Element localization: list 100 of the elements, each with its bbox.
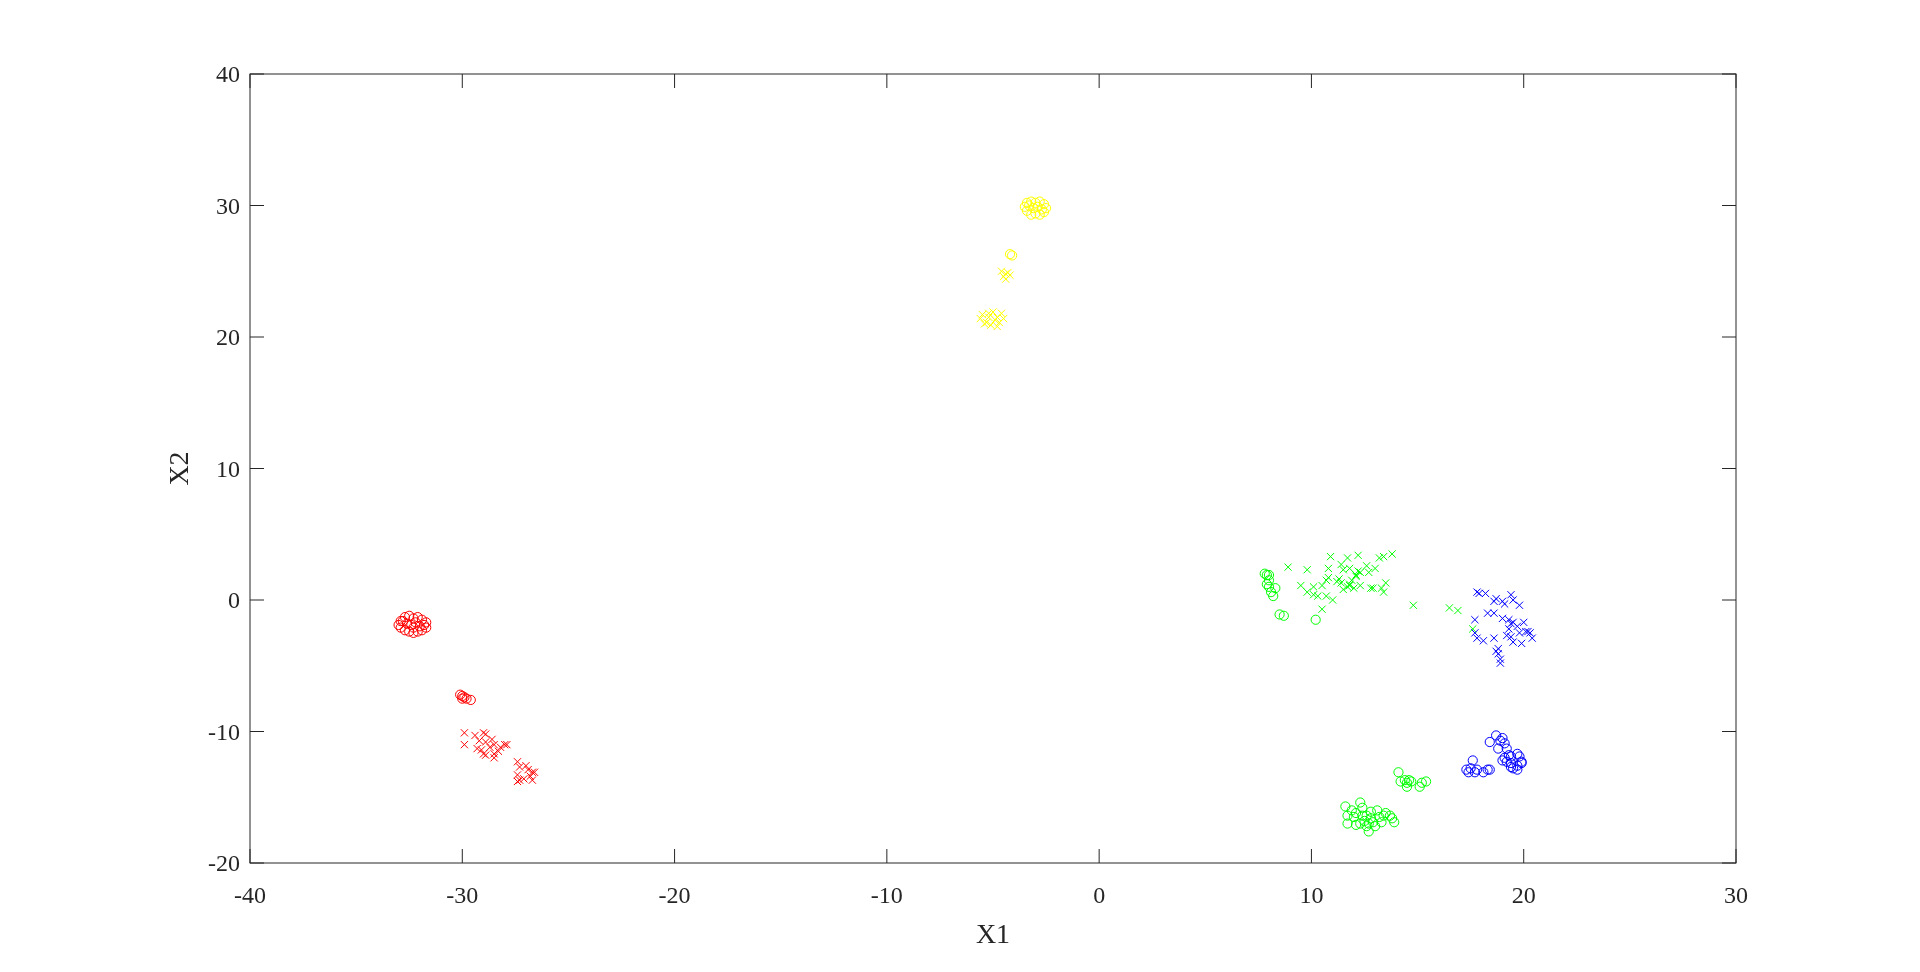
point [1357,810,1368,821]
point [1332,577,1341,586]
point [494,747,503,756]
y-tick-label: -10 [208,718,240,745]
point [1470,628,1479,637]
point [1370,821,1381,832]
point [1278,610,1289,621]
point [1389,817,1400,828]
point [460,728,469,737]
point [399,612,411,623]
point [1506,590,1516,599]
point [1348,811,1359,823]
point [410,617,421,628]
point [1505,757,1517,769]
point [404,626,415,637]
point [1340,801,1351,812]
point [1409,601,1418,610]
y-tick-label: 10 [216,455,240,482]
point [1347,576,1356,585]
point [1328,595,1337,605]
point [1343,553,1352,563]
point [1367,817,1379,828]
point [1030,208,1041,219]
point [1324,573,1333,582]
point [1337,560,1346,569]
point [1359,815,1370,827]
point [1265,587,1277,598]
y-tick-label: 30 [216,192,240,219]
point [1310,614,1321,625]
point [1303,565,1312,574]
point [1026,196,1037,207]
x-tick-label: -10 [870,882,903,908]
point [1478,767,1489,778]
point [1494,644,1503,653]
point [1346,805,1357,816]
point [1468,624,1477,634]
x-tick-label: -30 [446,882,479,908]
point [1395,776,1406,787]
point [401,618,413,629]
x-tick-label: 20 [1511,882,1536,908]
point [1502,631,1511,640]
point [414,621,425,632]
y-axis-title: X2 [163,451,194,486]
point [404,610,415,621]
point [408,627,419,638]
point [1028,203,1039,214]
point [1030,197,1041,208]
point [1496,655,1505,664]
y-tick-label: -20 [208,850,240,877]
point [1470,615,1479,624]
x-tick-label: 30 [1724,882,1748,908]
point [1296,581,1305,590]
point [1274,609,1285,620]
point [408,613,419,624]
point [1372,805,1383,816]
point [416,625,428,636]
point [1496,659,1505,668]
point [1501,743,1512,754]
point [1509,595,1518,605]
point [1465,763,1476,774]
point [1506,632,1516,641]
point [1512,764,1523,775]
point [1416,777,1427,788]
point [1026,209,1037,220]
point [1467,755,1478,766]
point [1361,810,1372,821]
point [1484,736,1495,748]
point [1493,743,1504,754]
point [1339,585,1348,594]
point [1528,634,1537,643]
point [1040,203,1052,214]
point [1263,575,1275,586]
point [1379,588,1388,597]
point [1326,552,1335,561]
point [1374,811,1385,823]
point [1489,634,1499,643]
point [1350,807,1362,819]
x-tick-label: -20 [658,882,691,908]
point [1376,817,1387,828]
point [1019,201,1030,212]
point [513,757,522,766]
point [1342,818,1353,829]
point [1354,551,1363,560]
point [1381,578,1390,588]
point [1401,781,1413,792]
point [1357,802,1368,813]
point [412,612,423,623]
point [399,625,411,636]
y-tick-label: 0 [228,587,240,614]
point [1414,781,1425,792]
point [1038,199,1050,210]
point [1375,553,1384,563]
point [1324,564,1333,573]
point [460,740,469,749]
point [1034,196,1045,207]
point [1393,767,1404,778]
x-tick-label: -40 [234,882,266,908]
point [1494,649,1503,659]
point [1350,819,1362,830]
point [1499,738,1510,749]
